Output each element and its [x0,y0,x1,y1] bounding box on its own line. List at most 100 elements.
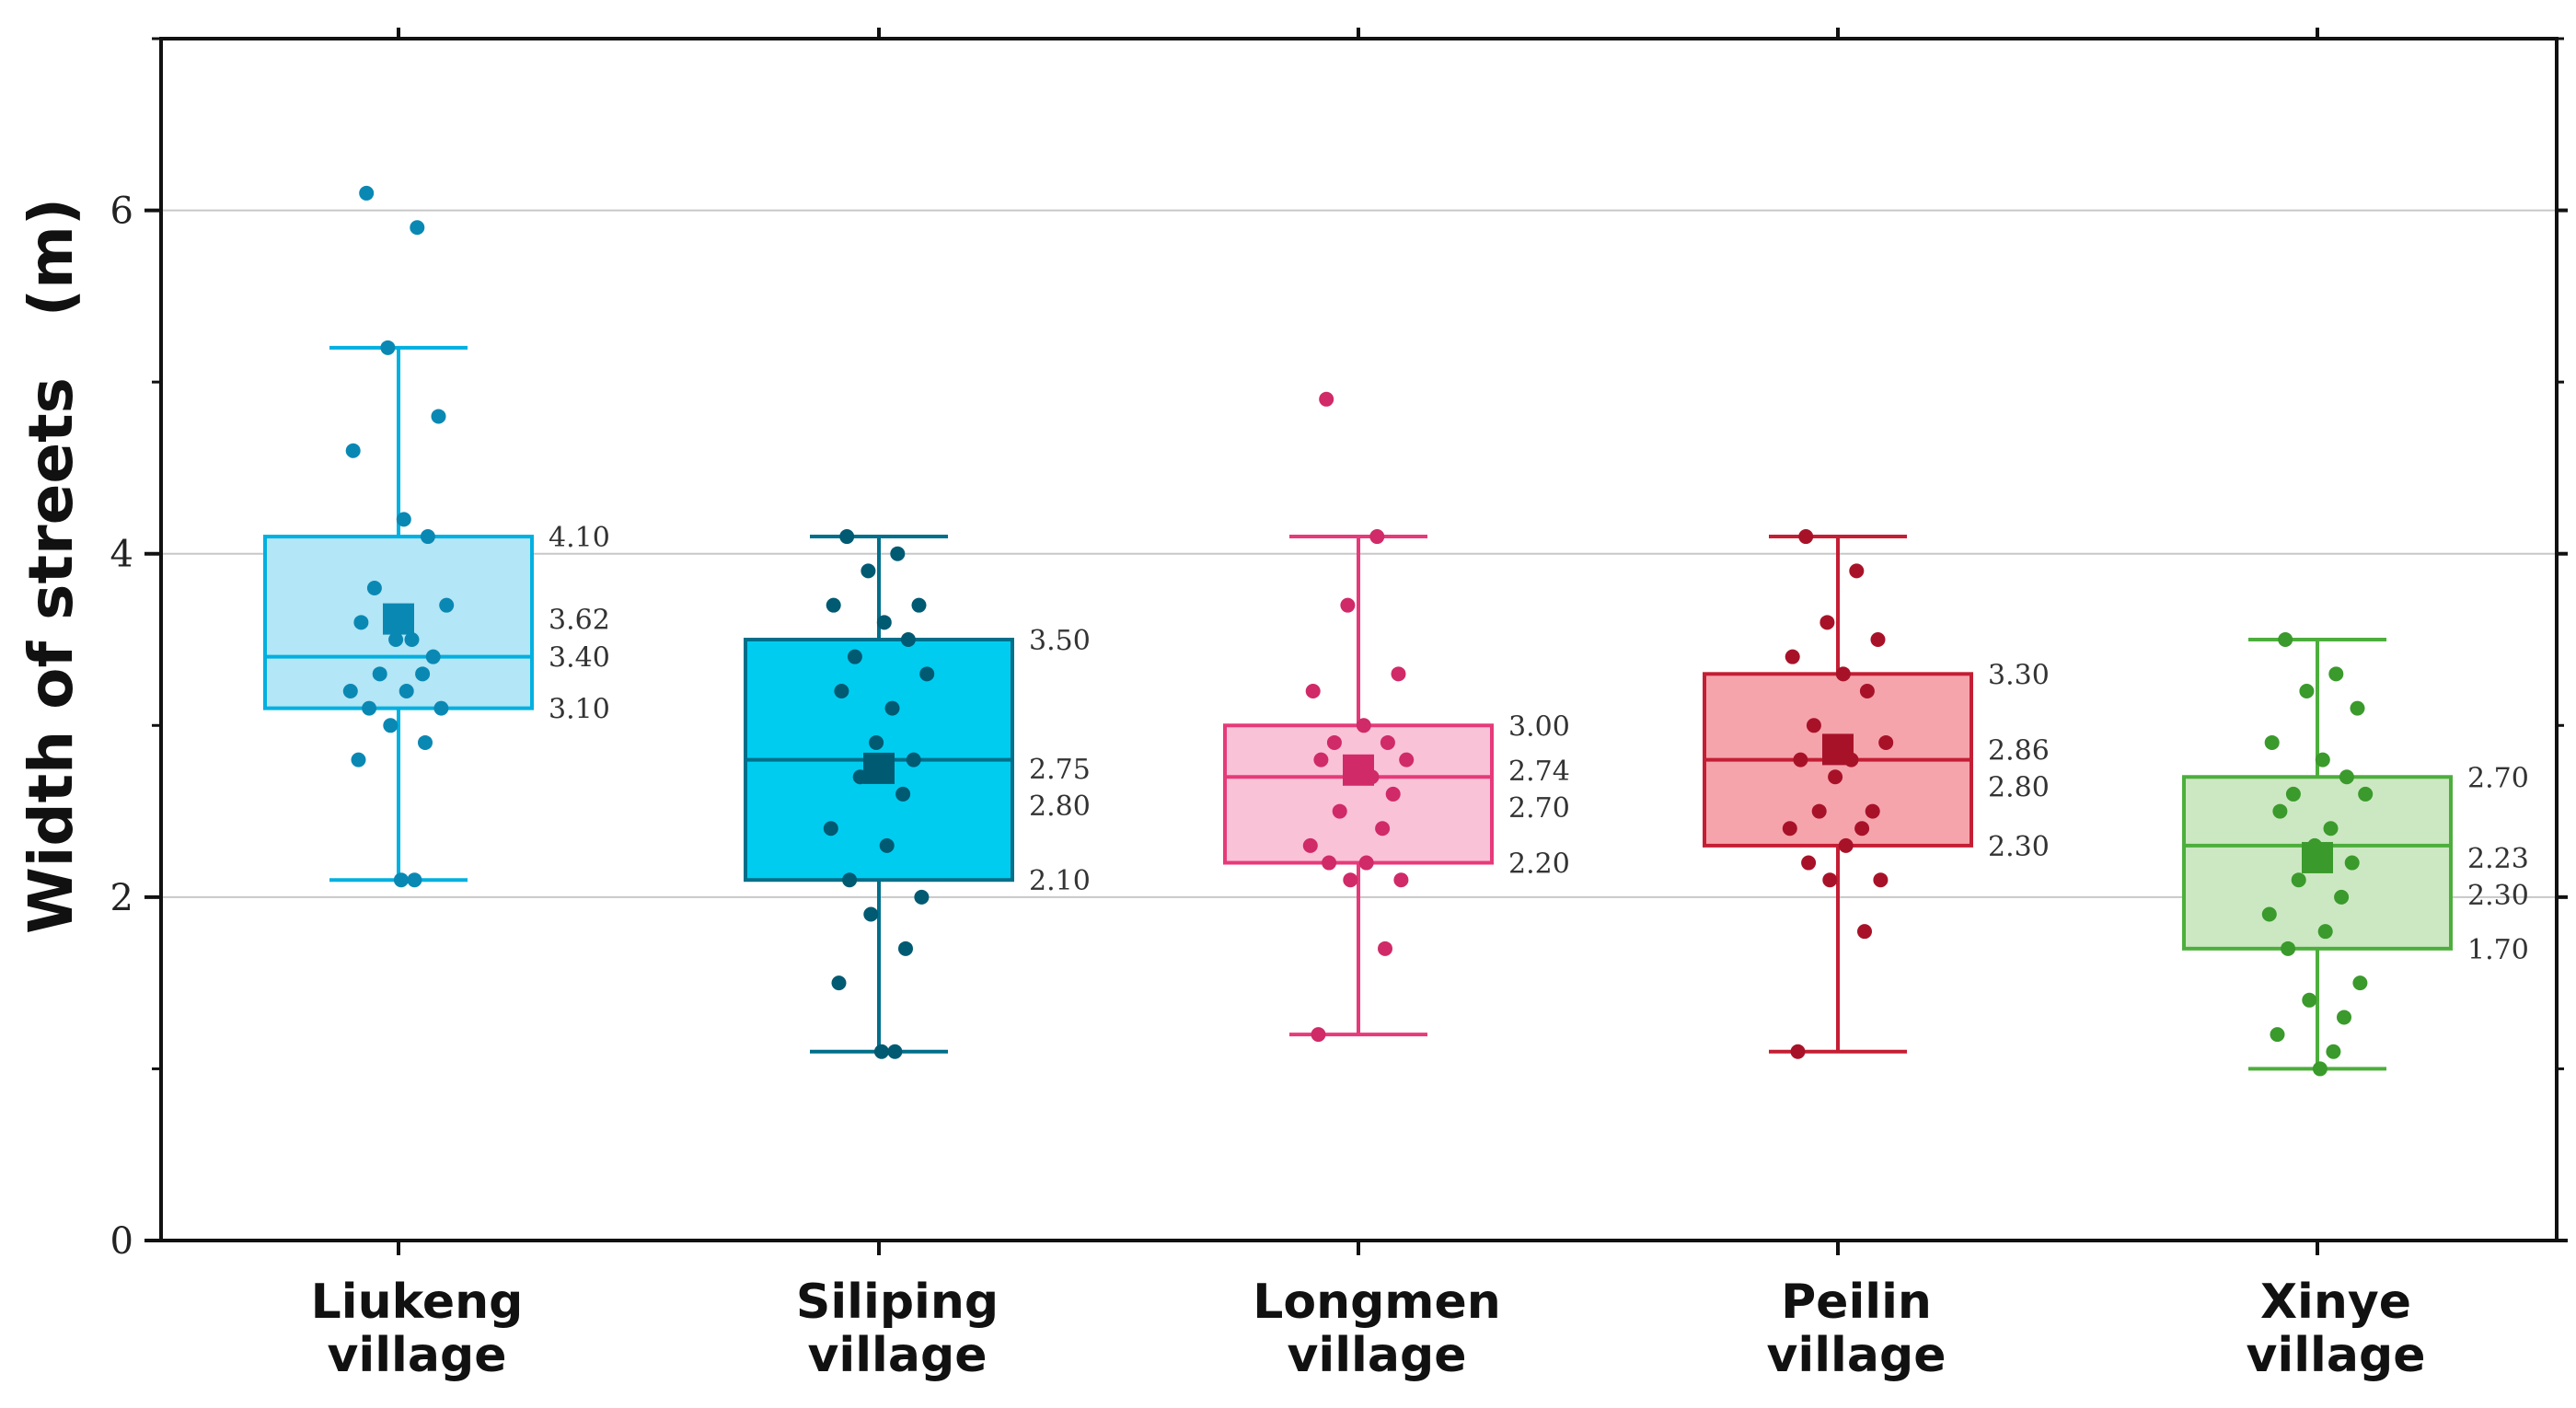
data-point [1785,649,1800,664]
data-point [425,649,441,664]
stat-label-median: 2.70 [1508,792,1570,825]
data-point [1369,529,1385,545]
data-point [1378,941,1392,956]
data-point [418,734,433,750]
stat-label-q3: 4.10 [549,522,610,554]
data-point [420,529,435,545]
data-point [393,872,409,888]
mean-marker [2302,841,2333,873]
data-point [1793,752,1808,767]
data-point [1356,718,1371,733]
data-point [1326,734,1342,750]
data-point [1798,529,1814,545]
stat-label-median: 2.80 [1029,791,1091,823]
stat-label-q1: 1.70 [2467,934,2529,966]
x-category-label-line1: Siliping [796,1275,999,1330]
stat-label-mean: 2.23 [2467,843,2529,875]
x-category-label-line2: village [328,1328,507,1383]
data-point [1822,872,1838,888]
x-category-label-line2: village [1288,1328,1467,1383]
data-point [914,889,930,905]
y-tick-label: 0 [110,1220,133,1263]
stat-label-q3: 2.70 [2467,762,2529,794]
data-point [351,752,366,767]
x-category-label-line2: village [2247,1328,2426,1383]
data-point [842,872,858,888]
data-point [404,632,420,647]
data-point [353,615,369,630]
data-point [826,597,841,613]
mean-marker [863,752,895,784]
box-group-liukeng: 4.10 3.62 3.40 3.10 [263,185,610,888]
box-plot-series: 4.10 3.62 3.40 3.10 3.50 2.75 2.80 2.10 3.00 2.74… [263,185,2529,1077]
data-point [2352,975,2368,991]
data-point [1828,769,1843,785]
data-point [1385,786,1401,802]
mean-marker [1822,733,1854,766]
data-point [2350,700,2365,716]
data-point [1302,837,1318,853]
data-point [1838,837,1854,853]
data-point [2344,855,2360,871]
mean-marker [1343,754,1374,786]
x-category-label-line2: village [808,1328,988,1383]
data-point [1878,734,1894,750]
data-point [2328,666,2344,682]
data-point [1375,821,1391,837]
stat-label-q3: 3.30 [1988,659,2050,691]
data-point [890,546,906,561]
y-tick-label: 6 [110,190,133,233]
data-point [1340,597,1356,613]
data-point [1399,752,1415,767]
data-point [823,821,838,837]
y-tick-label: 2 [110,877,133,919]
data-point [887,1044,903,1059]
stat-label-q1: 2.20 [1508,848,1570,881]
data-point [834,683,849,698]
stat-label-mean: 2.74 [1508,756,1570,788]
data-point [2285,786,2301,802]
data-point [1854,821,1870,837]
data-point [2339,769,2354,785]
data-point [1358,855,1374,871]
stat-label-mean: 3.62 [549,605,610,637]
data-point [839,529,855,545]
data-point [906,752,921,767]
data-point [895,786,911,802]
stat-label-mean: 2.86 [1988,734,2050,767]
stat-label-q1: 2.30 [1988,831,2050,863]
data-point [433,700,449,716]
data-point [2334,889,2350,905]
data-point [1313,752,1329,767]
data-point [380,340,396,355]
data-point [372,666,387,682]
stat-label-q1: 2.10 [1029,865,1091,897]
data-point [415,666,431,682]
data-point [2312,1061,2328,1077]
box-group-siliping: 3.50 2.75 2.80 2.10 [744,529,1091,1059]
y-axis-label: Width of streets (m) [16,198,87,934]
data-point [359,185,375,201]
data-point [869,734,884,750]
data-point [879,837,895,853]
data-point [873,1044,889,1059]
stat-label-median: 2.80 [1988,771,2050,803]
data-point [1393,872,1409,888]
mean-marker [383,603,414,635]
data-point [1801,855,1817,871]
data-point [876,615,892,630]
data-point [2264,734,2280,750]
data-point [1343,872,1358,888]
x-category-label-line1: Liukeng [311,1275,524,1330]
data-point [407,872,422,888]
x-category-label-line1: Xinye [2260,1275,2411,1330]
data-point [399,683,414,698]
data-point [366,581,382,596]
data-point [2261,906,2277,922]
data-point [2299,683,2315,698]
data-point [1857,924,1872,940]
data-point [2337,1010,2351,1025]
iqr-box [1223,723,1494,865]
data-point [1849,563,1865,579]
